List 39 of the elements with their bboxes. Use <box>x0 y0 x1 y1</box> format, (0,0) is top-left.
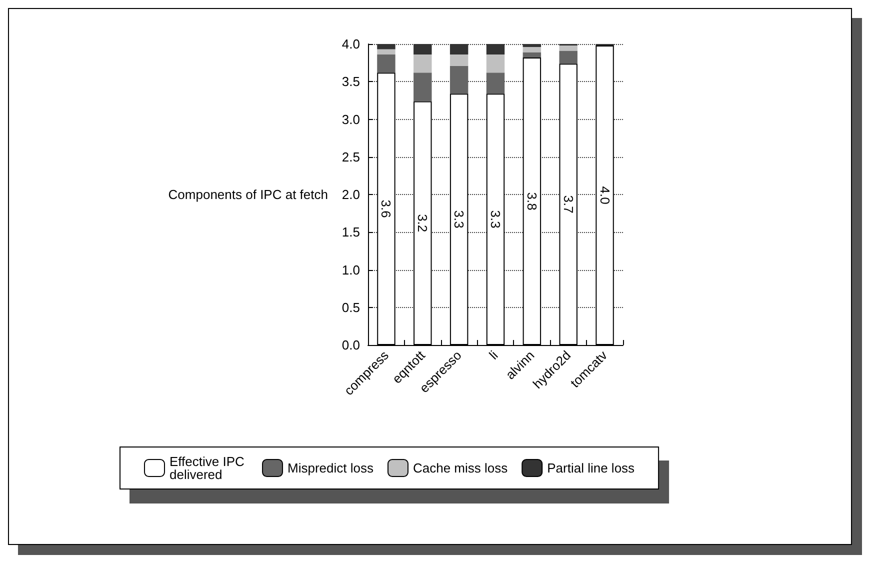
legend-label: Cache miss loss <box>412 460 508 476</box>
y-tick-label: 2.5 <box>342 149 360 164</box>
bar <box>414 44 432 55</box>
x-tick-label: li <box>486 348 501 362</box>
y-tick-label: 0.0 <box>342 338 360 352</box>
bar <box>414 54 432 73</box>
bar <box>486 72 505 94</box>
bar <box>522 52 542 58</box>
data-label: 4.0 <box>597 186 612 204</box>
y-tick-label: 4.0 <box>342 36 360 52</box>
bar <box>559 50 578 64</box>
y-tick-label: 3.5 <box>342 74 360 90</box>
legend-label: Partial line loss <box>547 460 636 476</box>
data-label: 3.6 <box>378 200 394 218</box>
bar <box>559 46 578 51</box>
bar <box>486 44 505 55</box>
y-tick-label: 1.0 <box>342 262 360 278</box>
bar <box>486 54 505 73</box>
bar <box>522 47 542 52</box>
bar <box>450 66 468 94</box>
data-label: 3.3 <box>452 210 467 228</box>
data-label: 3.3 <box>488 210 503 228</box>
data-label: 3.2 <box>415 214 430 232</box>
bar <box>414 72 432 102</box>
y-axis-title: Components of IPC at fetch <box>168 187 328 202</box>
bar <box>377 49 396 55</box>
bar <box>377 54 396 73</box>
bar <box>450 54 468 66</box>
bar <box>377 44 396 50</box>
y-tick-label: 0.5 <box>342 300 360 315</box>
y-tick-label: 3.0 <box>342 112 360 127</box>
data-label: 3.8 <box>524 192 540 210</box>
data-label: 3.7 <box>560 195 576 214</box>
y-tick-label: 1.5 <box>342 224 360 240</box>
legend-label: Effective IPC delivered <box>170 454 248 482</box>
y-tick-label: 2.0 <box>342 187 360 202</box>
legend-label: Mispredict loss <box>288 460 374 476</box>
bar <box>522 44 542 48</box>
bar <box>450 44 468 55</box>
